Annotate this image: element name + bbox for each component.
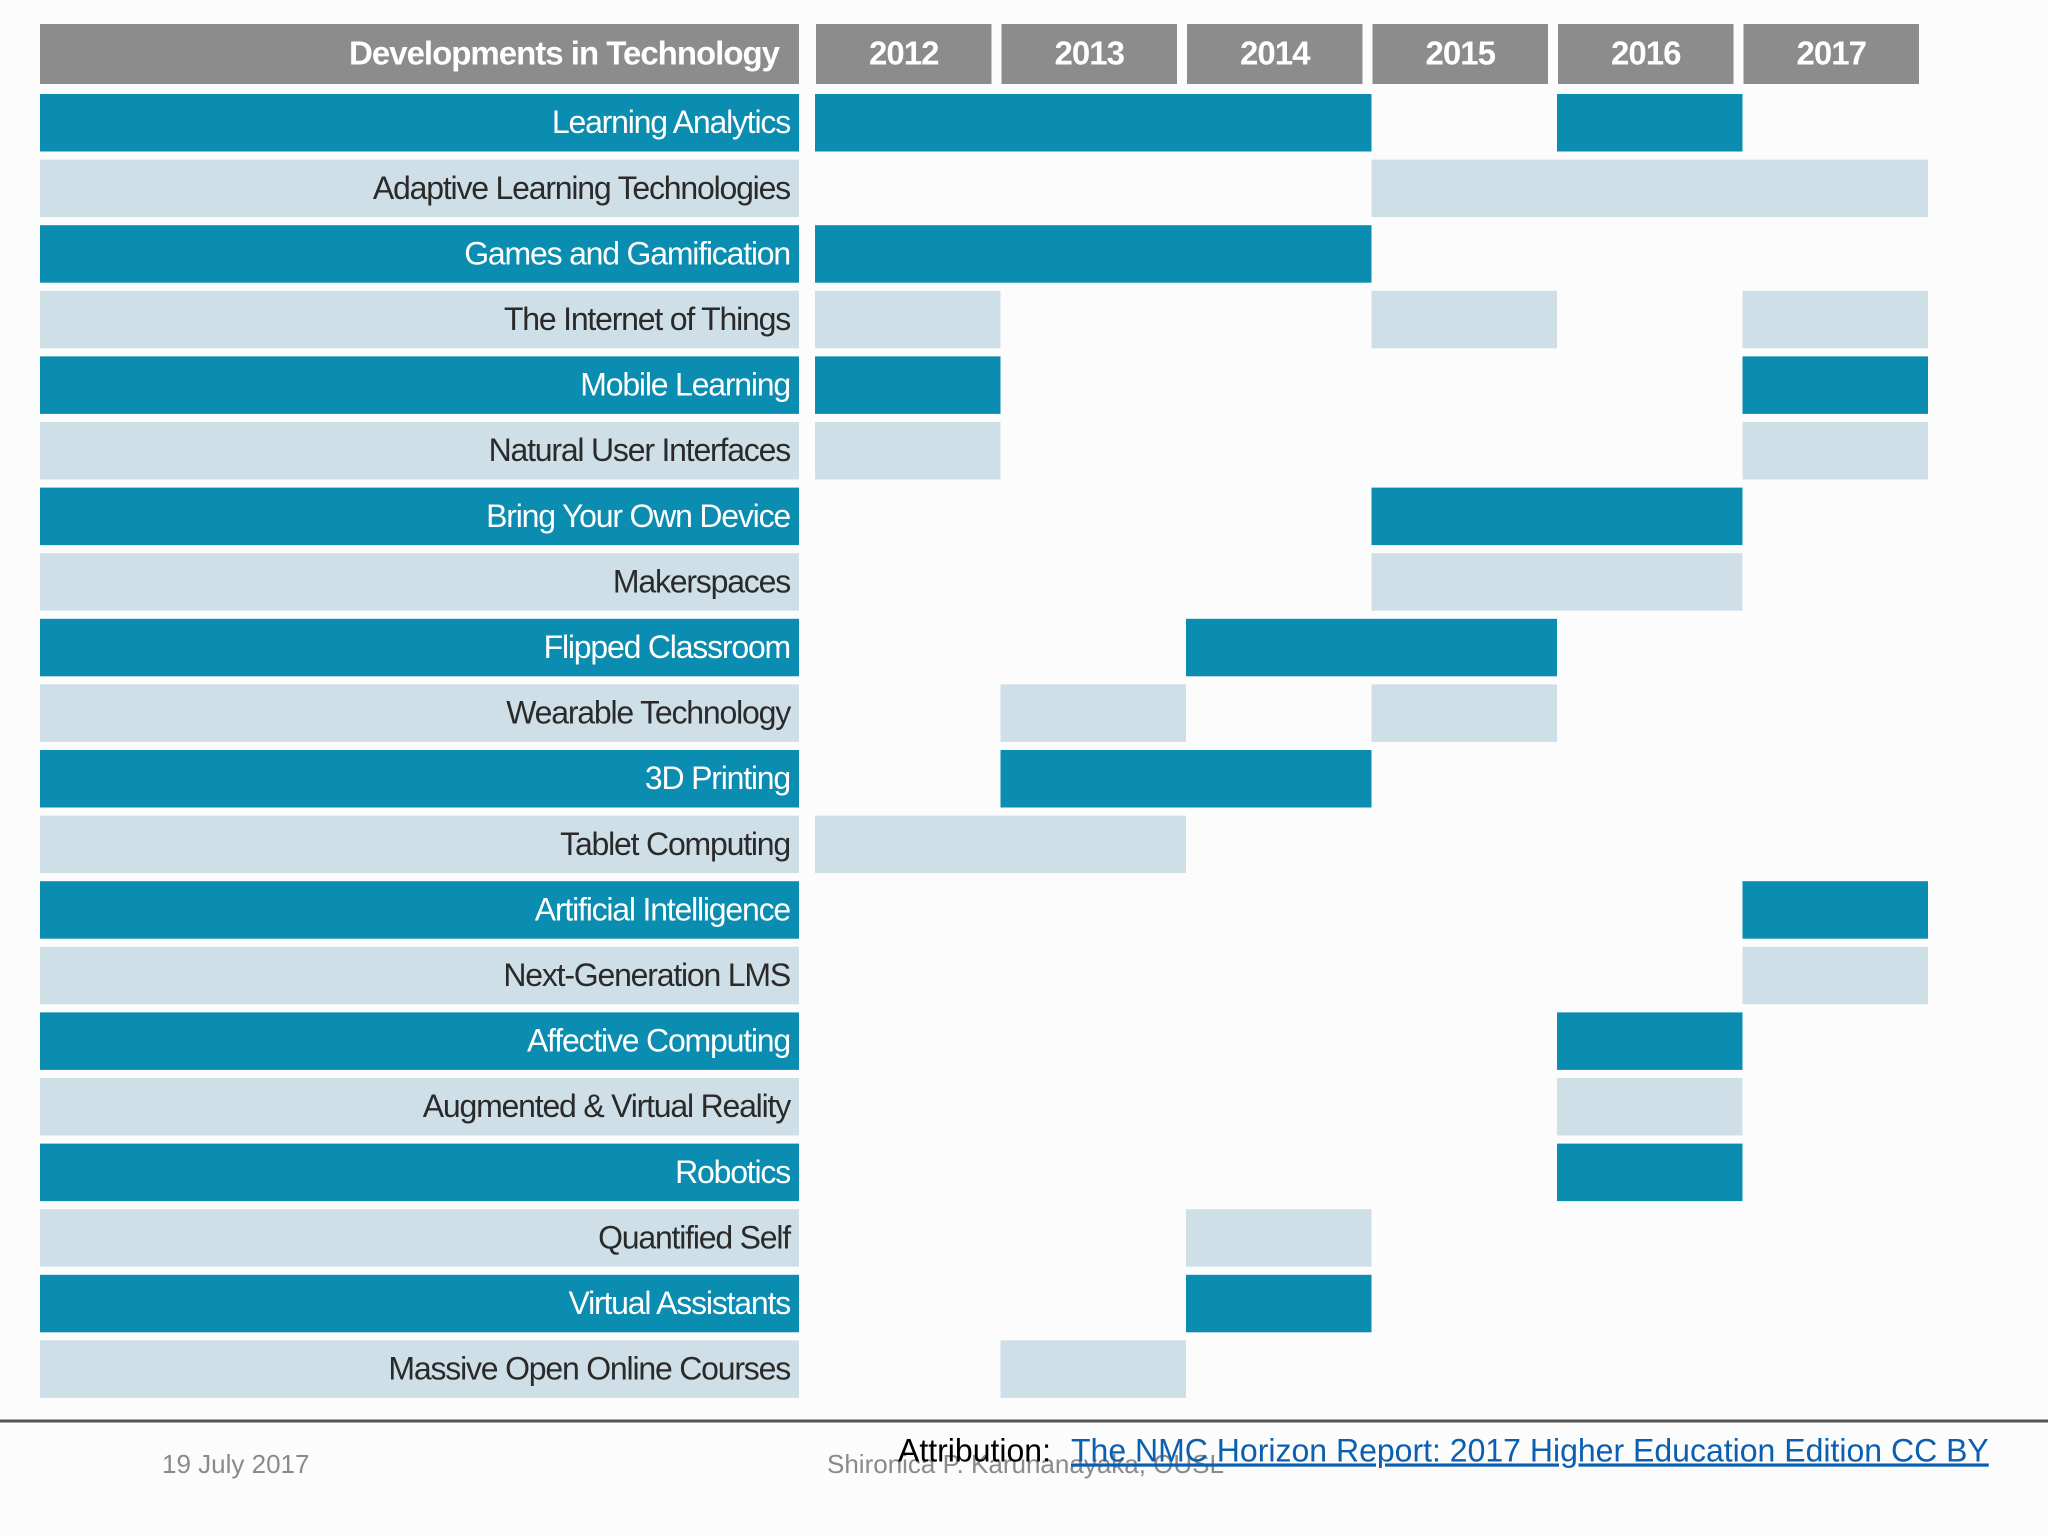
year-header-cell xyxy=(1001,24,1177,84)
row-label: Bring Your Own Device xyxy=(486,498,790,534)
year-label: 2017 xyxy=(1797,35,1866,72)
active-cell xyxy=(815,290,1001,349)
year-header-cell xyxy=(1743,24,1919,84)
header-title: Developments in Technology xyxy=(349,35,781,72)
year-label: 2015 xyxy=(1426,35,1496,72)
active-cell xyxy=(1186,618,1372,677)
active-cell xyxy=(1742,159,1928,218)
row-label-cell xyxy=(40,1274,799,1333)
active-cell xyxy=(1186,94,1372,152)
row-label-cell xyxy=(40,1078,799,1136)
year-label: 2016 xyxy=(1611,35,1681,72)
active-cell xyxy=(1557,487,1743,546)
active-cell xyxy=(1000,225,1186,283)
row-label: Artificial Intelligence xyxy=(535,891,791,927)
active-cell xyxy=(1742,946,1928,1005)
year-label: 2013 xyxy=(1055,35,1125,72)
row-label: Virtual Assistants xyxy=(569,1285,791,1321)
active-cell xyxy=(1000,750,1186,808)
active-cell xyxy=(1371,290,1557,349)
row-label-cell xyxy=(40,946,799,1005)
active-cell xyxy=(1557,1012,1743,1070)
year-header-cell xyxy=(1372,24,1548,84)
row-label-cell xyxy=(40,815,799,874)
active-cell xyxy=(1557,94,1743,152)
row-label-cell xyxy=(40,618,799,677)
row-label: Makerspaces xyxy=(613,563,790,599)
row-label-cell xyxy=(40,684,799,742)
row-label: Adaptive Learning Technologies xyxy=(373,170,790,206)
row-label-cell xyxy=(40,225,799,283)
row-label: Next-Generation LMS xyxy=(503,957,790,993)
footer-author: Shironica P. Karunanayaka, OUSL xyxy=(827,1449,1224,1479)
year-label: 2012 xyxy=(869,35,939,72)
active-cell xyxy=(1371,618,1557,677)
row-label-cell xyxy=(40,290,799,349)
row-label: Augmented & Virtual Reality xyxy=(423,1088,791,1124)
active-cell xyxy=(815,356,1001,414)
active-cell xyxy=(1186,225,1372,283)
row-label: Learning Analytics xyxy=(552,104,790,140)
active-cell xyxy=(1000,1340,1186,1398)
year-header-cell xyxy=(1187,24,1363,84)
active-cell xyxy=(1186,1274,1372,1333)
active-cell xyxy=(815,422,1001,480)
active-cell xyxy=(1186,1209,1372,1267)
active-cell xyxy=(1557,159,1743,218)
row-label-cell xyxy=(40,1012,799,1070)
row-label: The Internet of Things xyxy=(504,301,790,337)
active-cell xyxy=(1186,750,1372,808)
active-cell xyxy=(1000,94,1186,152)
row-label-cell xyxy=(40,881,799,939)
attribution-label: Attribution: xyxy=(898,1432,1051,1468)
active-cell xyxy=(1557,1143,1743,1202)
active-cell xyxy=(1371,684,1557,742)
active-cell xyxy=(1742,881,1928,939)
row-label-cell xyxy=(40,487,799,546)
header-cell xyxy=(40,24,799,84)
active-cell xyxy=(815,225,1001,283)
row-label-cell xyxy=(40,553,799,611)
active-cell xyxy=(1742,356,1928,414)
row-label: Natural User Interfaces xyxy=(489,432,791,468)
row-label: 3D Printing xyxy=(645,760,790,796)
active-cell xyxy=(1371,159,1557,218)
row-label-cell xyxy=(40,356,799,414)
row-label: Wearable Technology xyxy=(506,695,791,731)
row-label: Quantified Self xyxy=(598,1219,791,1255)
row-label-cell xyxy=(40,1340,799,1398)
footer-date: 19 July 2017 xyxy=(162,1449,309,1479)
year-label: 2014 xyxy=(1240,35,1311,72)
row-label-cell xyxy=(40,422,799,480)
active-cell xyxy=(1371,487,1557,546)
row-label-cell xyxy=(40,750,799,808)
active-cell xyxy=(1557,1078,1743,1136)
row-label: Massive Open Online Courses xyxy=(388,1351,790,1387)
active-cell xyxy=(1742,422,1928,480)
active-cell xyxy=(815,815,1001,874)
year-header-cell xyxy=(1558,24,1734,84)
active-cell xyxy=(1742,290,1928,349)
year-header-cell xyxy=(816,24,992,84)
active-cell xyxy=(1557,553,1743,611)
row-label-cell xyxy=(40,159,799,218)
active-cell xyxy=(815,94,1001,152)
row-label: Affective Computing xyxy=(527,1023,790,1059)
row-label: Games and Gamification xyxy=(464,235,790,271)
row-label: Mobile Learning xyxy=(580,367,790,403)
row-label-cell xyxy=(40,1143,799,1202)
row-label: Robotics xyxy=(675,1154,790,1190)
row-label: Flipped Classroom xyxy=(544,629,790,665)
active-cell xyxy=(1371,553,1557,611)
active-cell xyxy=(1000,815,1186,874)
attribution-link[interactable]: The NMC Horizon Report: 2017 Higher Educ… xyxy=(1071,1432,1989,1468)
row-label-cell xyxy=(40,1209,799,1267)
row-label: Tablet Computing xyxy=(560,826,790,862)
row-label-cell xyxy=(40,94,799,152)
active-cell xyxy=(1000,684,1186,742)
